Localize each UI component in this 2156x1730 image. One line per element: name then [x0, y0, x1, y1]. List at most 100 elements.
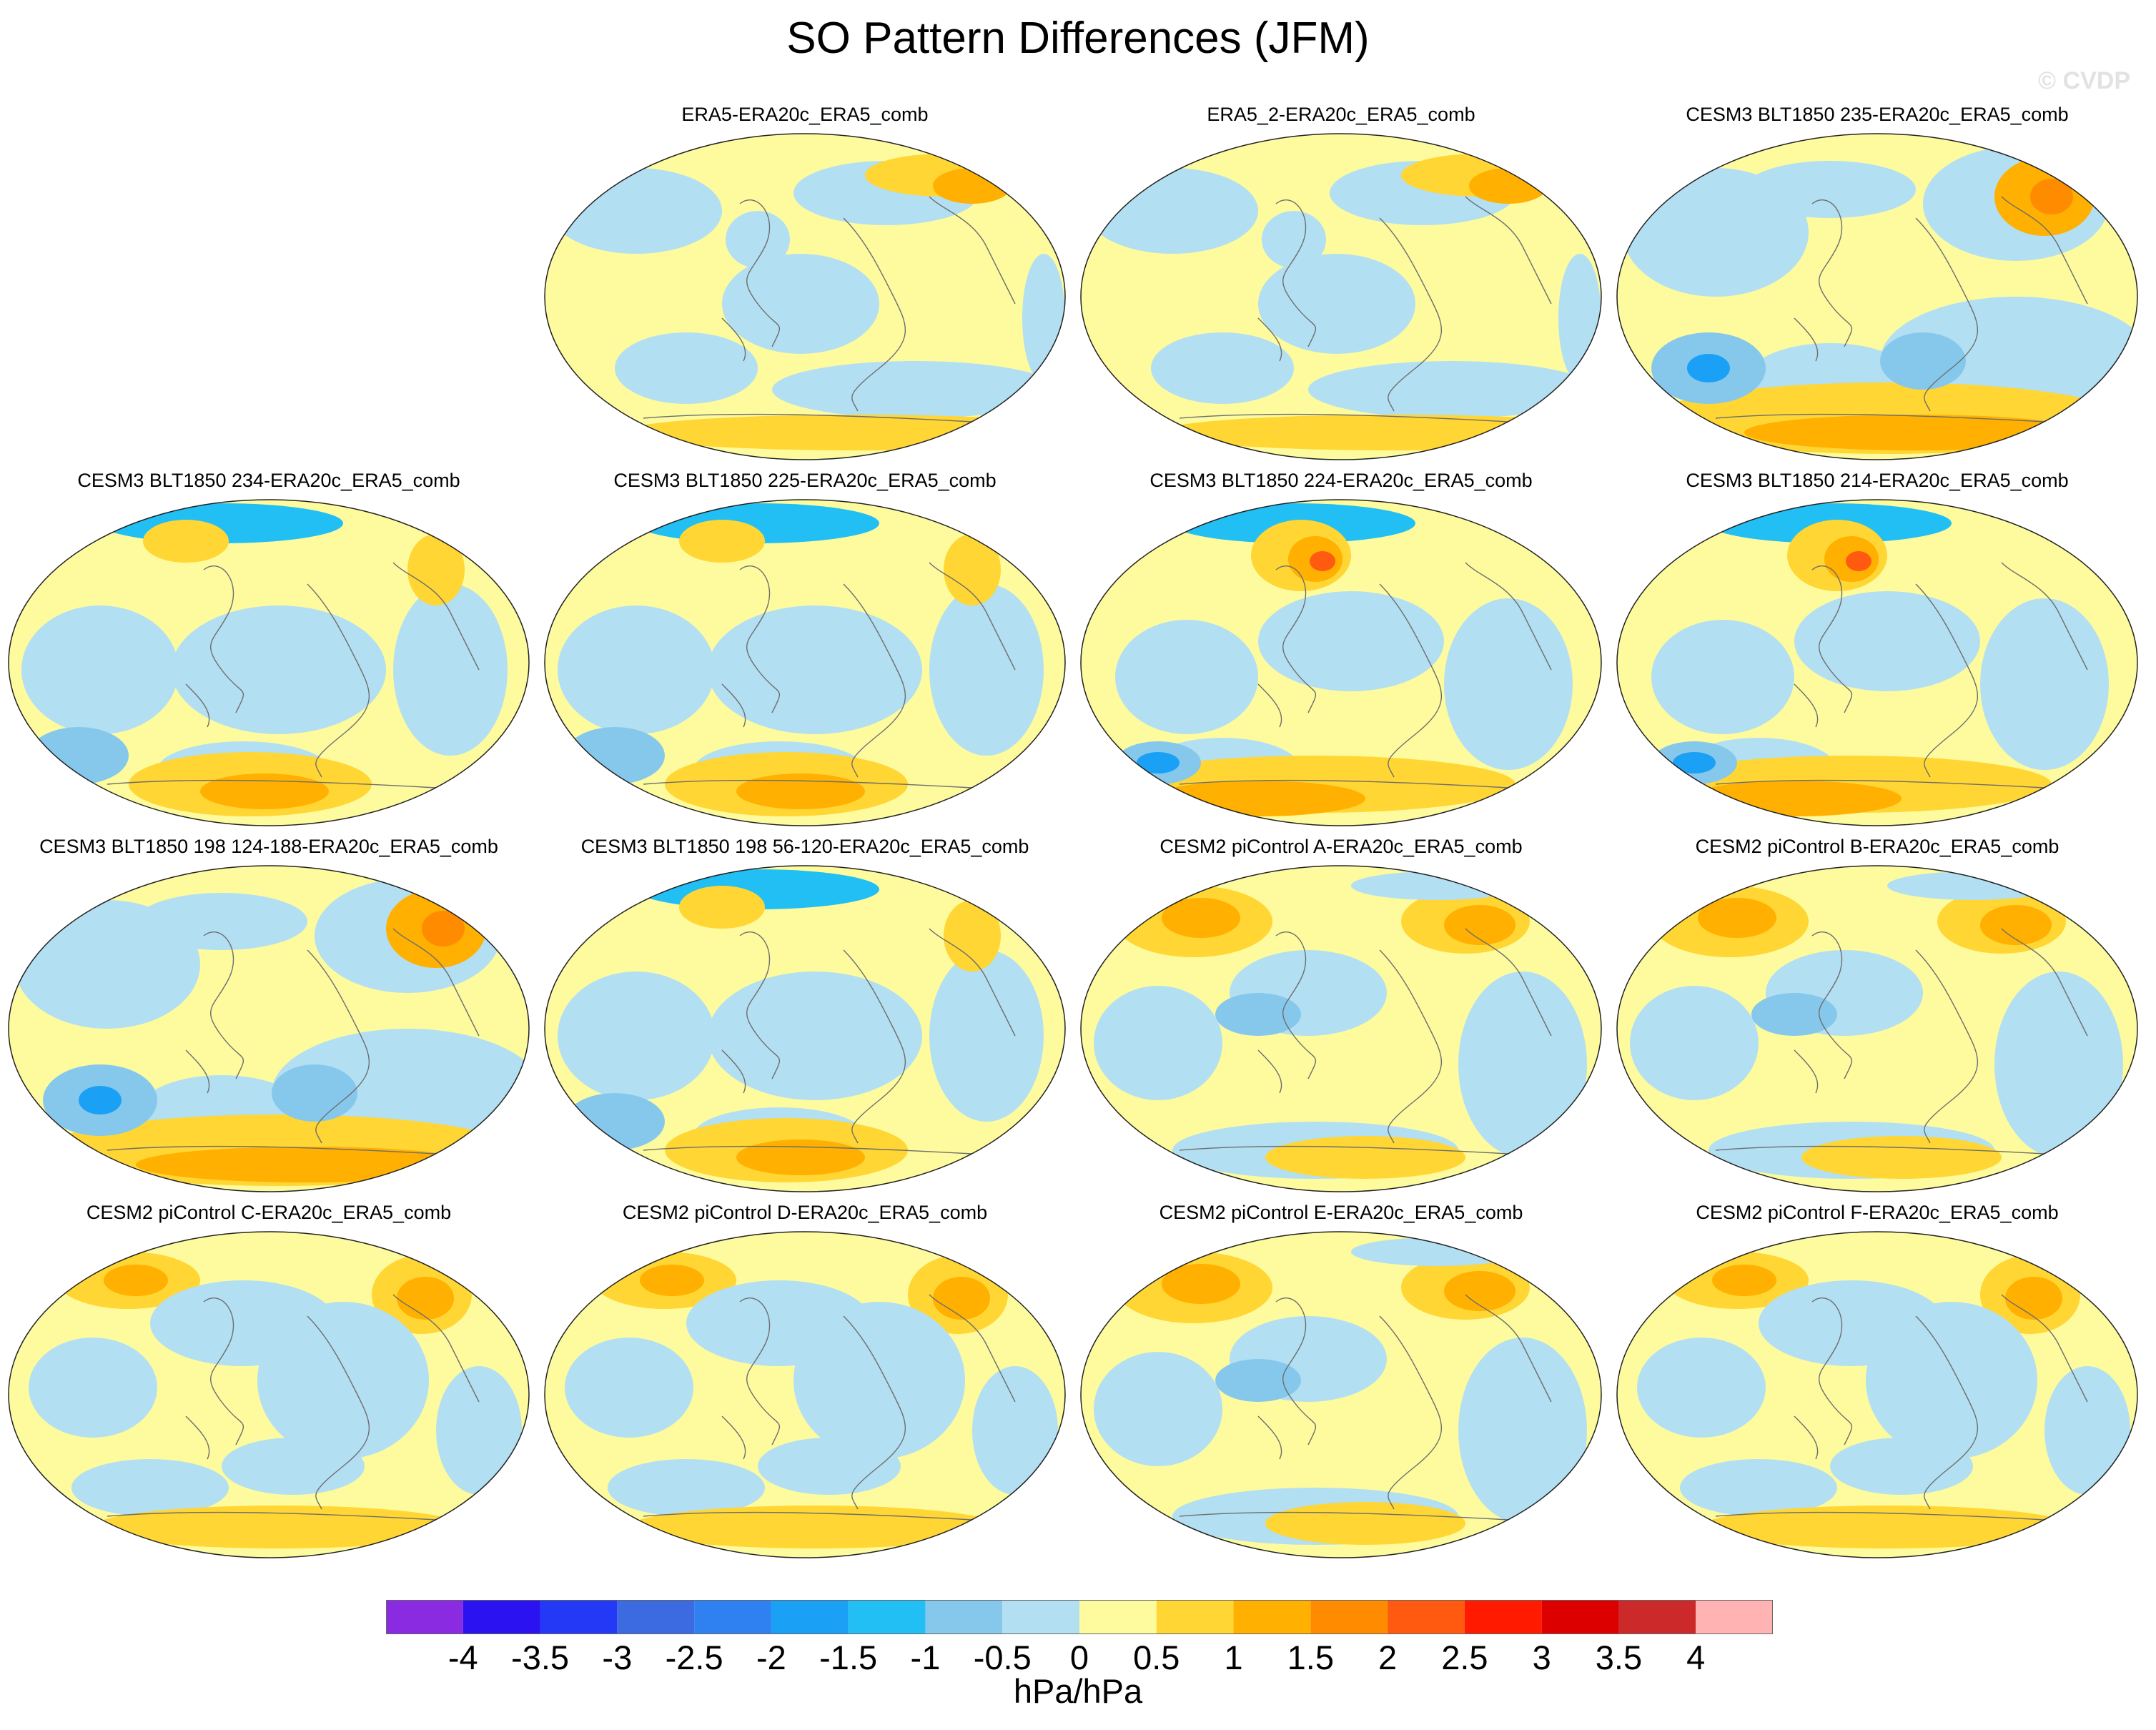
panel-title: CESM3 BLT1850 198 56-120-ERA20c_ERA5_com… [580, 836, 1029, 857]
map [8, 1231, 530, 1558]
colorbar-swatch [386, 1600, 463, 1634]
anomaly-contour [933, 168, 1012, 204]
map-border [1080, 865, 1602, 1192]
anomaly-contour [1687, 781, 1902, 816]
colorbar-swatch [1079, 1600, 1157, 1634]
map [1080, 865, 1602, 1192]
colorbar-tick-label: -3 [602, 1638, 633, 1676]
panel-title: CESM3 BLT1850 214-ERA20c_ERA5_comb [1686, 470, 2069, 491]
anomaly-contour [93, 1506, 465, 1548]
map-panel: CESM2 piControl D-ERA20c_ERA5_comb [536, 1202, 1074, 1566]
coastline [643, 562, 1016, 789]
panel-title: CESM3 BLT1850 224-ERA20c_ERA5_comb [1149, 470, 1533, 491]
anomaly-contour [1094, 986, 1222, 1100]
colorbar-swatch [617, 1600, 695, 1634]
colorbar-tick-label: 2.5 [1441, 1638, 1488, 1676]
map-border [8, 499, 530, 826]
map [544, 499, 1066, 826]
coastline [1715, 928, 2088, 1155]
map-border [1080, 133, 1602, 460]
colorbar-swatch [1233, 1600, 1311, 1634]
anomaly-contour [1215, 993, 1301, 1036]
map-panel: CESM3 BLT1850 234-ERA20c_ERA5_comb [0, 470, 538, 834]
anomaly-contour [71, 1459, 229, 1516]
anomaly-contour [708, 606, 922, 734]
colorbar-tick-label: 1 [1224, 1638, 1243, 1676]
anomaly-contour [1744, 161, 1916, 218]
colorbar-swatch [463, 1600, 540, 1634]
anomaly-contour [2005, 1277, 2062, 1320]
map-panel: ERA5-ERA20c_ERA5_comb [536, 104, 1074, 468]
coastline [643, 196, 1016, 422]
anomaly-contour [1265, 1502, 1465, 1545]
map-border [1616, 499, 2138, 826]
colorbar-tick-label: 3 [1532, 1638, 1551, 1676]
anomaly-contour [1680, 1459, 1837, 1516]
anomaly-contour [944, 534, 1001, 606]
anomaly-contour [679, 520, 765, 563]
anomaly-contour [565, 1338, 693, 1438]
anomaly-contour [1351, 871, 1523, 900]
anomaly-contour [1151, 332, 1294, 404]
anomaly-contour [200, 773, 329, 809]
anomaly-contour [1310, 551, 1335, 571]
colorbar-tick-label: -2 [756, 1638, 786, 1676]
anomaly-contour [422, 911, 465, 946]
anomaly-contour [1215, 1359, 1301, 1402]
anomaly-contour [29, 727, 129, 784]
anomaly-contour [2044, 1366, 2130, 1495]
map-panel: CESM2 piControl F-ERA20c_ERA5_comb [1608, 1202, 2146, 1566]
map [544, 1231, 1066, 1558]
map [1080, 133, 1602, 460]
anomaly-contour [1162, 1264, 1240, 1304]
coastline [1715, 562, 2088, 789]
anomaly-contour [222, 1438, 365, 1495]
anomaly-contour [1846, 551, 1871, 571]
anomaly-contour [550, 168, 722, 254]
colorbar-swatch [1002, 1600, 1079, 1634]
colorbar-tick-label: 4 [1686, 1638, 1706, 1676]
anomaly-contour [1866, 1302, 2037, 1459]
panel-title: CESM3 BLT1850 235-ERA20c_ERA5_comb [1686, 104, 2069, 125]
panel-title: CESM2 piControl F-ERA20c_ERA5_comb [1696, 1202, 2059, 1223]
map-border [1616, 865, 2138, 1192]
map-panel: ERA5_2-ERA20c_ERA5_comb [1072, 104, 1610, 468]
anomaly-contour [565, 727, 665, 784]
anomaly-contour [1262, 211, 1326, 268]
panel-title: CESM2 piControl B-ERA20c_ERA5_comb [1695, 836, 2059, 857]
colorbar-tick-label: -2.5 [665, 1638, 723, 1676]
map [1616, 865, 2138, 1192]
colorbar-swatch [925, 1600, 1003, 1634]
map [1616, 133, 2138, 460]
anomaly-contour [143, 520, 229, 563]
colorbar-tick-label: 3.5 [1595, 1638, 1643, 1676]
map-panel: CESM2 piControl C-ERA20c_ERA5_comb [0, 1202, 538, 1566]
anomaly-contour [1258, 591, 1444, 691]
colorbar-tick-label: 2 [1378, 1638, 1398, 1676]
map-border [544, 133, 1066, 460]
anomaly-contour [1115, 620, 1258, 734]
anomaly-contour [1265, 1136, 1465, 1179]
anomaly-contour [1744, 415, 2087, 450]
anomaly-contour [1022, 254, 1065, 382]
colorbar-swatch [694, 1600, 771, 1634]
colorbar-tick-label: -0.5 [973, 1638, 1032, 1676]
anomaly-contour [726, 211, 790, 268]
anomaly-contour [736, 1140, 865, 1175]
anomaly-contour [1308, 361, 1594, 418]
anomaly-contour [1637, 1338, 1766, 1438]
anomaly-contour [1258, 254, 1415, 354]
coastline [107, 928, 480, 1155]
map-panel: CESM3 BLT1850 214-ERA20c_ERA5_comb [1608, 470, 2146, 834]
anomaly-contour [1094, 1352, 1222, 1466]
colorbar-swatch [1696, 1600, 1773, 1634]
map-panel: CESM3 BLT1850 235-ERA20c_ERA5_comb [1608, 104, 2146, 468]
panel-title: ERA5_2-ERA20c_ERA5_comb [1207, 104, 1475, 125]
colorbar-swatch [1618, 1600, 1696, 1634]
anomaly-contour [1751, 993, 1837, 1036]
colorbar-swatch [848, 1600, 926, 1634]
anomaly-contour [272, 1064, 357, 1122]
anomaly-contour [1151, 781, 1365, 816]
coastline [1179, 196, 1552, 422]
anomaly-contour [558, 606, 715, 734]
